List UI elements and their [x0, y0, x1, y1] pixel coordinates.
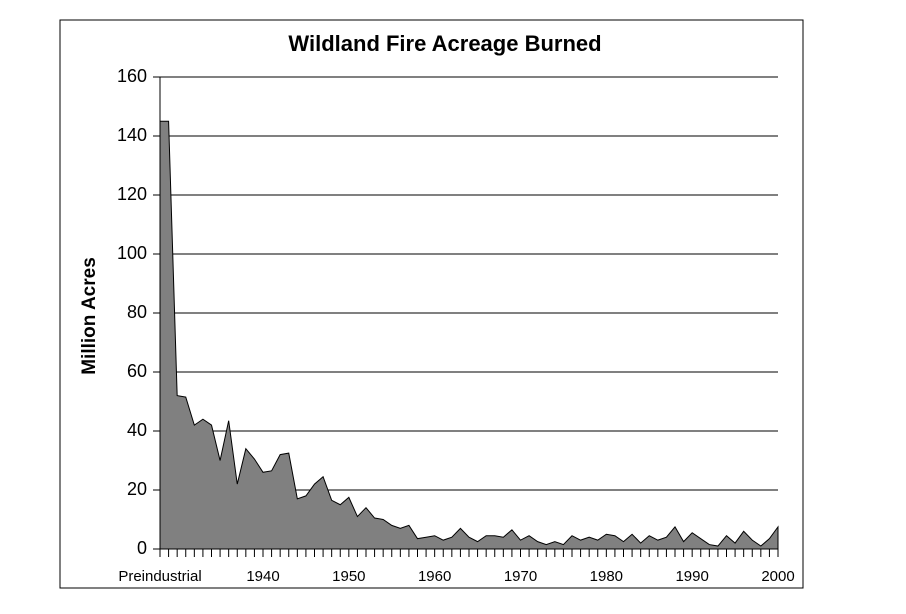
y-tick-label: 100 — [117, 243, 147, 263]
y-axis-label: Million Acres — [79, 257, 100, 375]
y-tick-label: 120 — [117, 184, 147, 204]
y-tick-label: 40 — [127, 420, 147, 440]
y-tick-label: 140 — [117, 125, 147, 145]
x-tick-label: 1960 — [418, 568, 451, 585]
x-tick-label: 2000 — [761, 568, 794, 585]
y-tick-label: 20 — [127, 479, 147, 499]
x-tick-label: 1990 — [675, 568, 708, 585]
x-tick-label: 1950 — [332, 568, 365, 585]
y-tick-label: 160 — [117, 66, 147, 86]
x-tick-label: 1980 — [590, 568, 623, 585]
chart-title: Wildland Fire Acreage Burned — [288, 31, 601, 56]
x-tick-label: Preindustrial — [118, 568, 201, 585]
y-tick-label: 0 — [137, 538, 147, 558]
y-tick-label: 60 — [127, 361, 147, 381]
x-tick-label: 1940 — [246, 568, 279, 585]
y-tick-label: 80 — [127, 302, 147, 322]
area — [159, 120, 779, 550]
x-tick-label: 1970 — [504, 568, 537, 585]
